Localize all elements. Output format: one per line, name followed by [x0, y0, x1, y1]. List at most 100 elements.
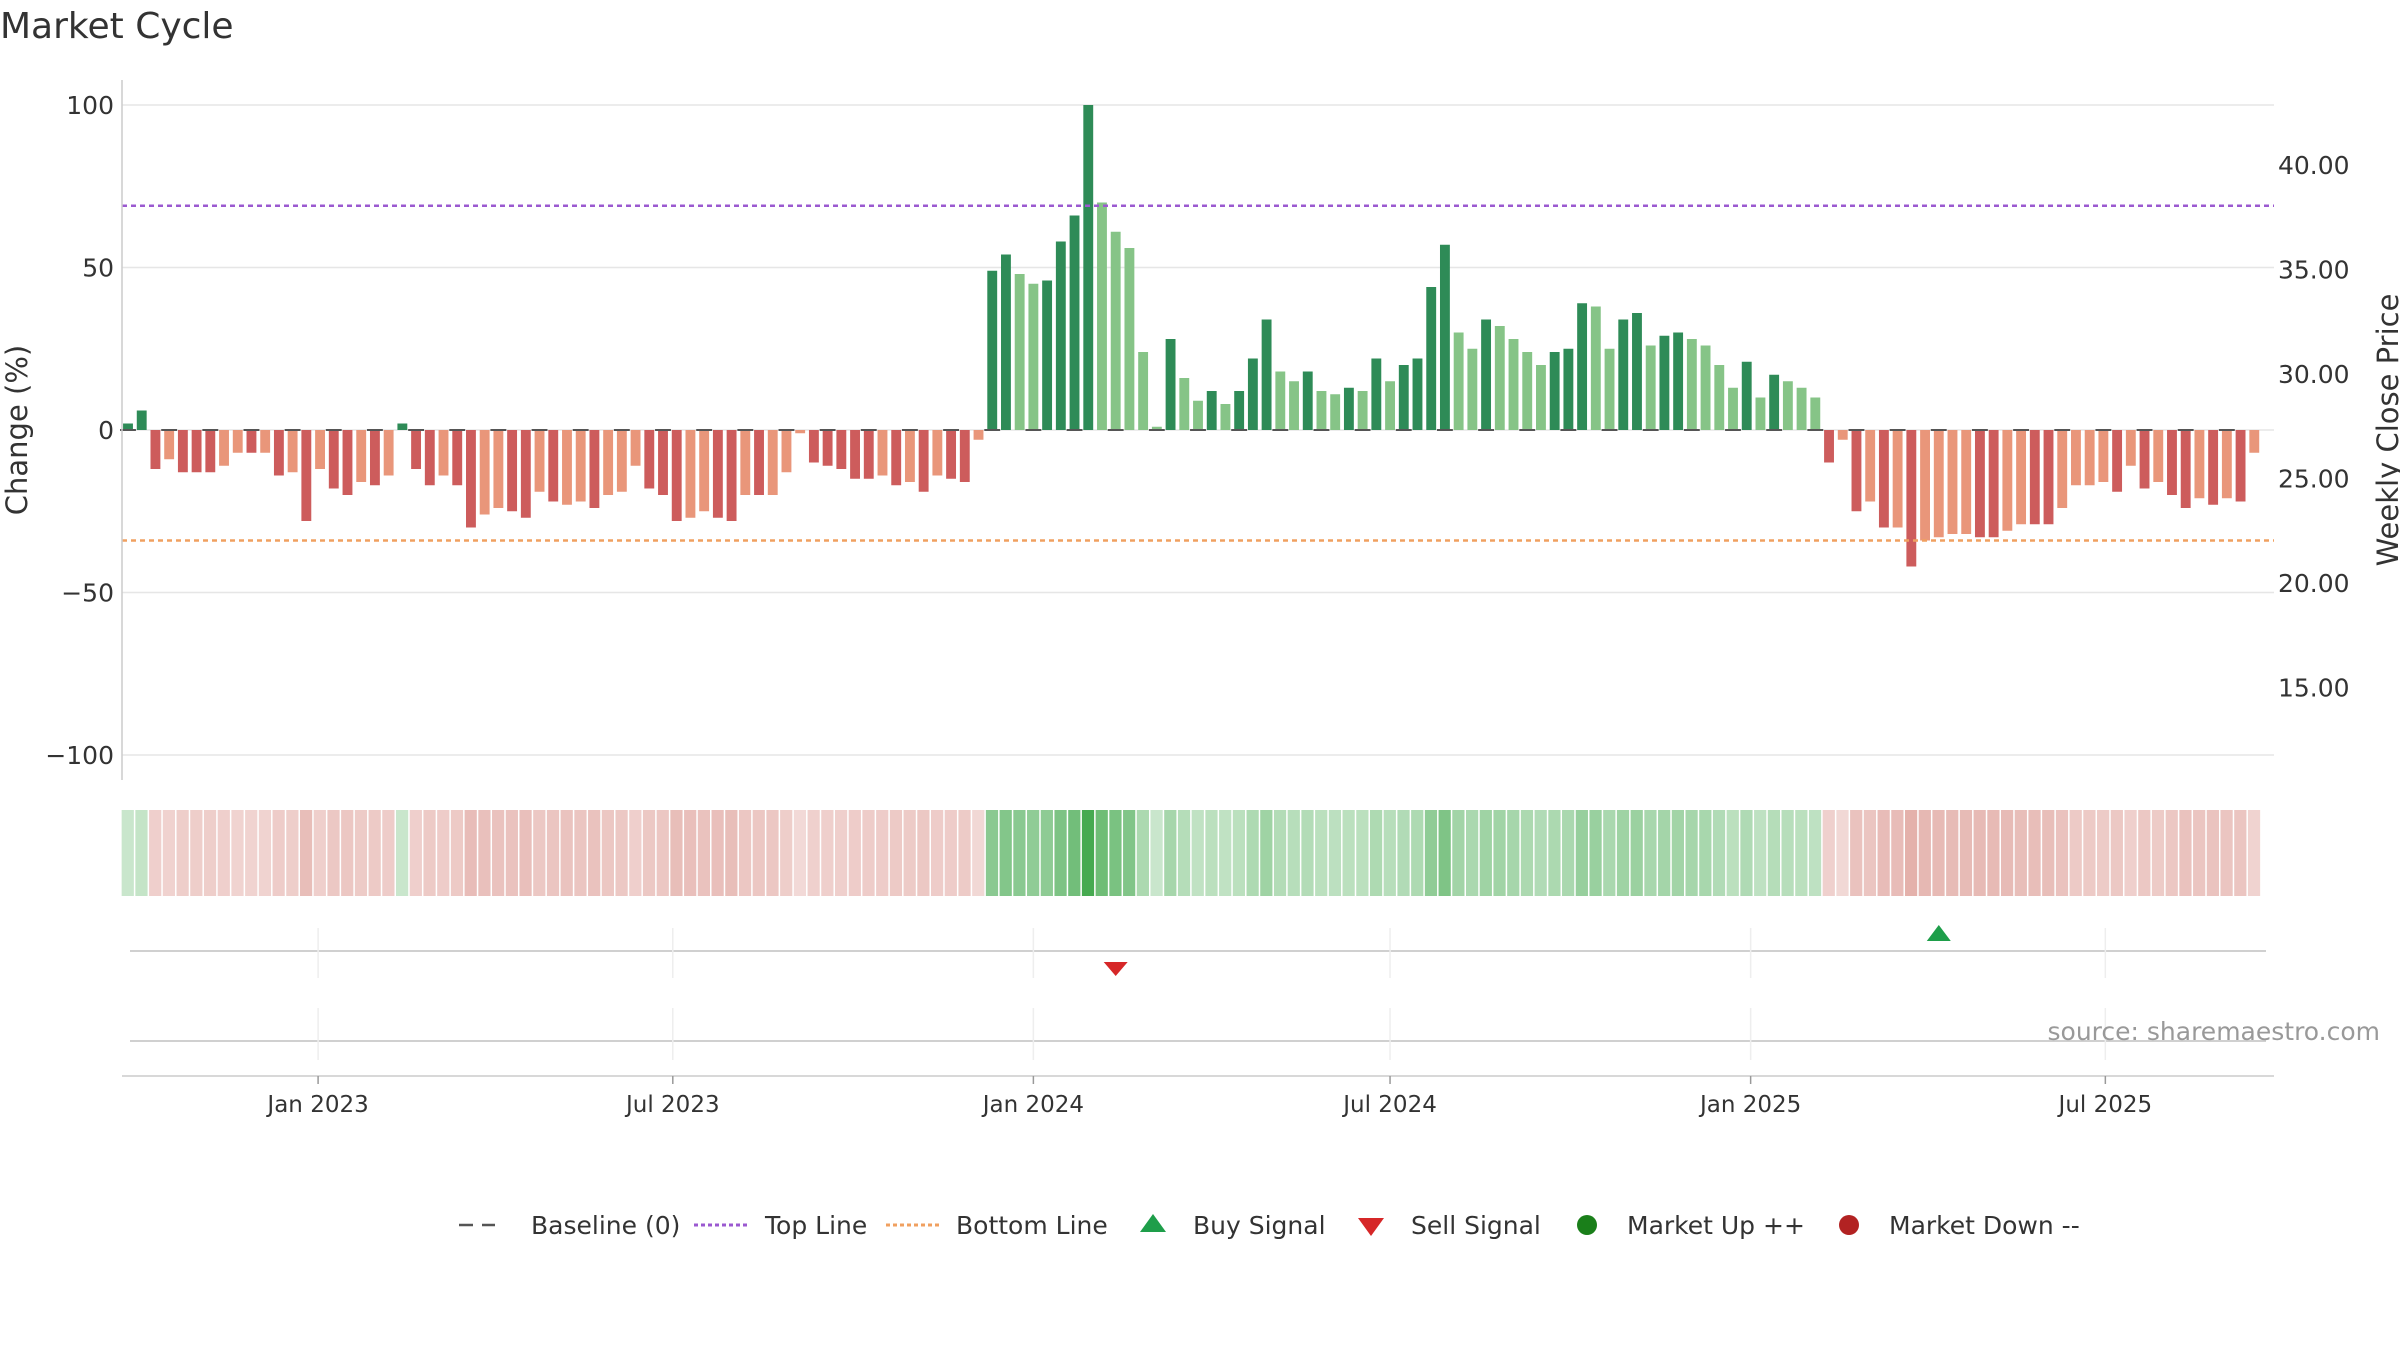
- bar: [946, 430, 957, 479]
- bar: [479, 430, 490, 515]
- bar: [2016, 430, 2027, 525]
- heat-cell: [1726, 810, 1739, 896]
- bar: [1686, 339, 1697, 430]
- bar: [136, 410, 147, 430]
- bar: [548, 430, 559, 502]
- bar: [534, 430, 545, 492]
- x-axis: Jan 2023 Jul 2023 Jan 2024 Jul 2024 Jan 2025…: [122, 1075, 2274, 1118]
- bar: [1179, 378, 1190, 430]
- bar: [808, 430, 819, 463]
- heat-cell: [464, 810, 477, 896]
- legend-label: Market Down --: [1889, 1211, 2080, 1240]
- y-tick-label: 100: [66, 91, 114, 120]
- y2-tick-label: 30.00: [2278, 360, 2350, 389]
- heat-cell: [615, 810, 628, 896]
- bar: [987, 270, 998, 430]
- heat-cell: [1109, 810, 1122, 896]
- bar: [1110, 231, 1121, 430]
- bar: [1522, 352, 1533, 430]
- heat-cell: [1987, 810, 2000, 896]
- x-tick-label: Jan 2023: [265, 1092, 368, 1118]
- bar: [1920, 430, 1930, 541]
- heat-cell: [2247, 810, 2261, 896]
- bar: [369, 430, 380, 486]
- heat-cell: [1219, 810, 1232, 896]
- bar: [1769, 374, 1780, 430]
- bar: [1988, 430, 1999, 538]
- heat-cell: [1904, 810, 1918, 896]
- bar: [891, 430, 902, 486]
- y-axis: 100 50 0 −50 −100: [45, 80, 123, 780]
- bar: [1014, 274, 1025, 430]
- bar: [1673, 332, 1684, 430]
- heat-cell: [423, 810, 436, 896]
- x-tick-label: Jul 2023: [624, 1092, 720, 1118]
- bar: [1247, 358, 1258, 430]
- bar: [1961, 430, 1972, 534]
- heat-cell: [1136, 810, 1149, 896]
- bar: [1357, 391, 1368, 430]
- bar: [1851, 430, 1862, 512]
- bar: [1097, 202, 1107, 430]
- heat-cell: [1232, 810, 1246, 896]
- bar: [1741, 361, 1752, 430]
- heat-cell: [2138, 810, 2151, 896]
- legend-sell-swatch: [1358, 1218, 1384, 1236]
- bar: [342, 430, 353, 495]
- heat-cell: [162, 810, 176, 896]
- bar: [1426, 287, 1437, 430]
- bar: [671, 430, 682, 521]
- heat-cell: [272, 810, 285, 896]
- heat-cell: [1315, 810, 1328, 896]
- bar: [1028, 283, 1039, 430]
- heat-cell: [2083, 810, 2096, 896]
- heat-cell: [1520, 810, 1534, 896]
- bar: [1069, 215, 1080, 430]
- bar: [177, 430, 188, 473]
- bar: [260, 430, 271, 453]
- chart-title: Market Cycle: [0, 6, 234, 47]
- bar: [287, 430, 298, 473]
- heat-cell: [1781, 810, 1794, 896]
- heat-cell: [1685, 810, 1698, 896]
- bar: [2029, 430, 2040, 525]
- heat-cell: [752, 810, 765, 896]
- heat-cell: [245, 810, 258, 896]
- heat-cell: [368, 810, 381, 896]
- heat-cell: [1027, 810, 1040, 896]
- x-tick-label: Jul 2025: [2057, 1092, 2153, 1118]
- bar: [726, 430, 737, 521]
- heat-cell: [1493, 810, 1506, 896]
- heat-cell: [286, 810, 299, 896]
- bar: [1618, 319, 1629, 430]
- heat-cell: [1438, 810, 1451, 896]
- heat-cell: [1452, 810, 1465, 896]
- bar: [164, 430, 175, 460]
- heat-cell: [382, 810, 395, 896]
- bar: [1412, 358, 1423, 430]
- heat-cell: [231, 810, 244, 896]
- bar: [1083, 105, 1094, 430]
- bar: [1824, 430, 1834, 463]
- heat-cell: [1630, 810, 1643, 896]
- heat-cell: [1589, 810, 1602, 896]
- bar: [438, 430, 449, 476]
- y2-tick-label: 20.00: [2278, 569, 2350, 598]
- lower-track: [130, 1008, 2266, 1060]
- heat-cell: [533, 810, 546, 896]
- bar: [150, 430, 161, 469]
- bar: [205, 430, 216, 473]
- y2-tick-label: 40.00: [2278, 151, 2350, 180]
- heat-cell: [1877, 810, 1890, 896]
- heat-cell: [848, 810, 861, 896]
- heat-cell: [656, 810, 669, 896]
- heat-cell: [766, 810, 779, 896]
- heat-cell: [1123, 810, 1136, 896]
- heat-cell: [1712, 810, 1726, 896]
- heat-cell: [588, 810, 601, 896]
- bar: [507, 430, 518, 512]
- bar: [123, 423, 133, 430]
- heat-cell: [1603, 810, 1616, 896]
- legend-circle-swatch: [1577, 1215, 1597, 1235]
- heat-cell: [519, 810, 532, 896]
